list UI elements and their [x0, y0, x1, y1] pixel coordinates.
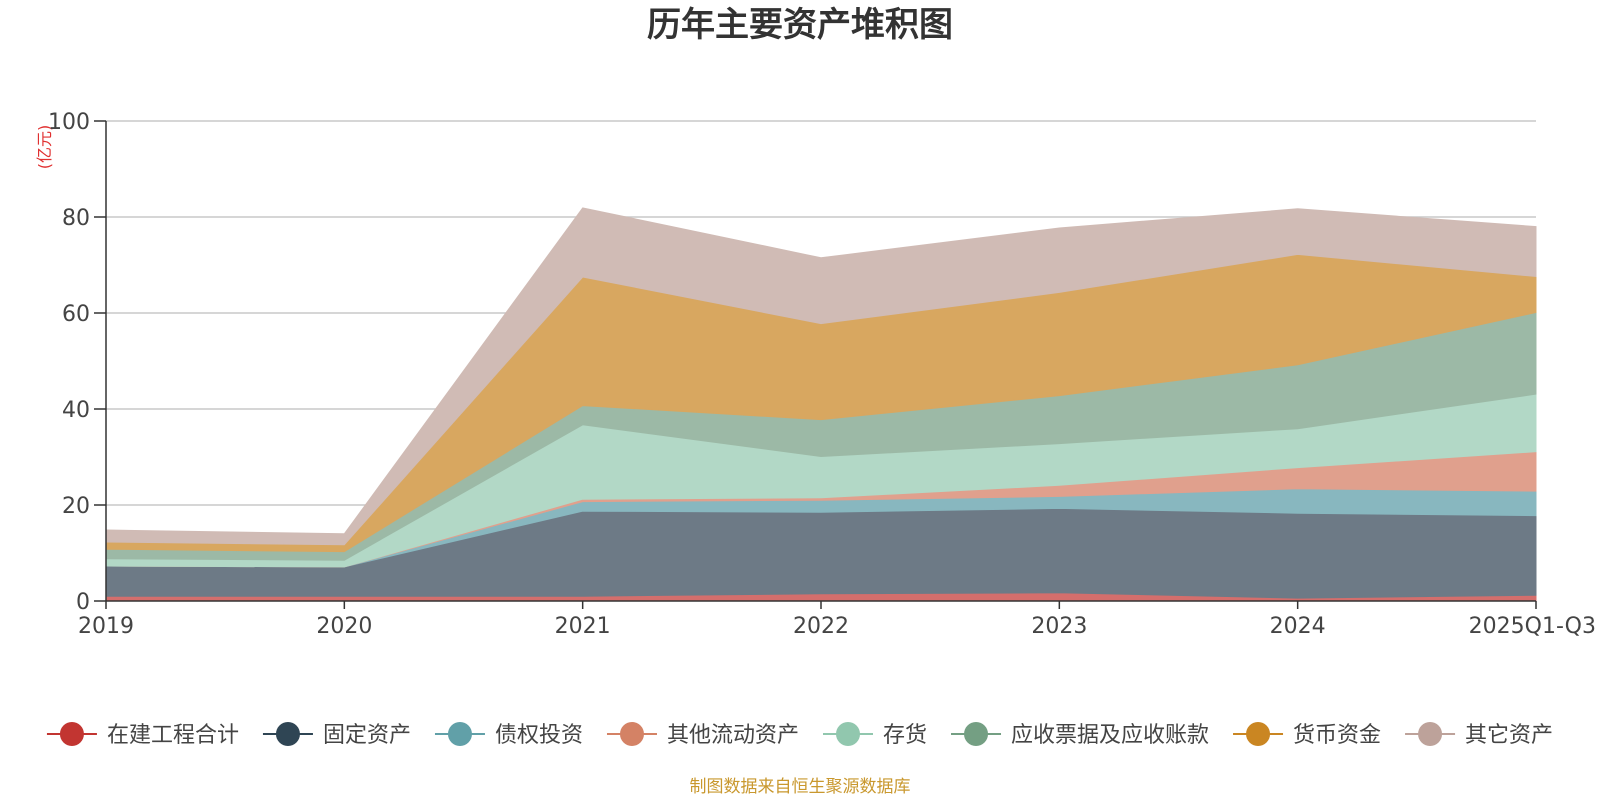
- legend-item-8[interactable]: 其它资产: [1405, 722, 1553, 748]
- axes: 0 20 40 60 80 100 2019 2020 2021 2022 2023 2024 2025…: [48, 110, 1596, 639]
- legend-label: 其他流动资产: [667, 723, 799, 748]
- x-tick-label: 2025Q1-Q3: [1469, 614, 1596, 639]
- area-series-group: [105, 207, 1537, 602]
- x-tick-label: 2020: [316, 614, 372, 639]
- legend-marker-icon: [275, 722, 300, 746]
- x-tick-label: 2019: [78, 614, 134, 639]
- legend-item-7[interactable]: 货币资金: [1233, 722, 1381, 748]
- legend-item-4[interactable]: 其他流动资产: [606, 722, 799, 748]
- y-tick-label: 60: [62, 302, 90, 327]
- y-tick-label: 100: [48, 110, 90, 135]
- legend-item-2[interactable]: 固定资产: [262, 722, 411, 748]
- x-tick-label: 2023: [1031, 614, 1087, 639]
- y-tick-label: 20: [62, 494, 90, 519]
- legend: 在建工程合计 固定资产 债权投资 其他流动资产 存货 应收票据及应收账款 货币资金 其它资产: [46, 722, 1553, 748]
- legend-marker-icon: [447, 722, 472, 746]
- legend-label: 债权投资: [495, 723, 583, 748]
- y-tick-label: 0: [76, 590, 90, 615]
- y-tick-label: 80: [62, 206, 90, 231]
- y-axis-unit-label: (亿元): [35, 125, 54, 170]
- x-tick-label: 2024: [1270, 614, 1326, 639]
- legend-marker-icon: [59, 722, 84, 746]
- legend-marker-icon: [836, 722, 860, 746]
- legend-label: 货币资金: [1293, 723, 1381, 748]
- legend-label: 在建工程合计: [107, 723, 239, 748]
- y-tick-label: 40: [62, 398, 90, 423]
- legend-item-5[interactable]: 存货: [823, 722, 927, 748]
- legend-item-1[interactable]: 在建工程合计: [46, 722, 239, 748]
- chart-title: 历年主要资产堆积图: [647, 5, 953, 45]
- legend-label: 其它资产: [1465, 723, 1553, 748]
- legend-item-3[interactable]: 债权投资: [434, 722, 583, 748]
- legend-marker-icon: [1418, 722, 1443, 746]
- legend-marker-icon: [619, 722, 644, 746]
- legend-marker-icon: [964, 722, 989, 746]
- legend-item-6[interactable]: 应收票据及应收账款: [951, 722, 1209, 748]
- area-series-8[interactable]: [105, 207, 1537, 546]
- x-tick-label: 2022: [793, 614, 849, 639]
- data-source-note: 制图数据来自恒生聚源数据库: [690, 777, 911, 797]
- legend-label: 存货: [883, 723, 927, 748]
- x-tick-label: 2021: [555, 614, 611, 639]
- legend-marker-icon: [1246, 722, 1271, 746]
- legend-label: 应收票据及应收账款: [1011, 723, 1209, 748]
- legend-label: 固定资产: [323, 723, 411, 748]
